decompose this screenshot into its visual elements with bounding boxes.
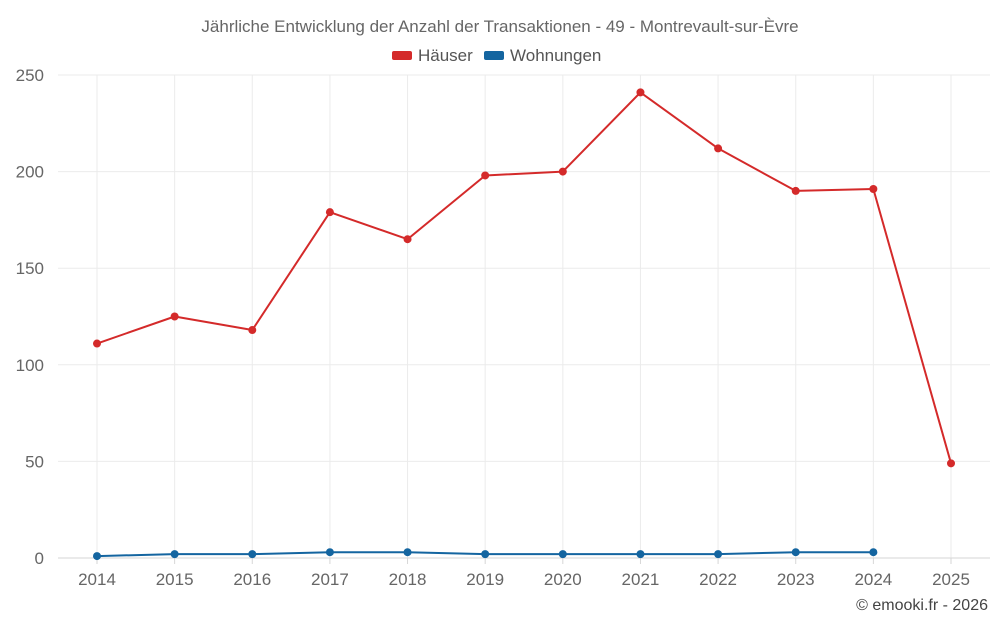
legend-swatch-wohnungen bbox=[484, 51, 504, 60]
data-point-wohnungen[interactable] bbox=[403, 548, 412, 557]
legend-swatch-haeuser bbox=[392, 51, 412, 60]
x-tick-label: 2020 bbox=[544, 570, 582, 589]
y-tick-label: 0 bbox=[35, 549, 44, 568]
data-point-wohnungen[interactable] bbox=[558, 550, 567, 559]
legend-label-wohnungen: Wohnungen bbox=[510, 46, 601, 65]
x-tick-label: 2019 bbox=[466, 570, 504, 589]
data-point-wohnungen[interactable] bbox=[93, 552, 101, 561]
x-tick-label: 2017 bbox=[311, 570, 349, 589]
data-point-wohnungen[interactable] bbox=[714, 550, 723, 559]
series-layer bbox=[93, 88, 955, 561]
data-point-wohnungen[interactable] bbox=[791, 548, 800, 557]
legend: Häuser Wohnungen bbox=[392, 46, 601, 65]
axes: 0 50 100 150 200 250 2014 2015 2016 2017 2018 2019 2… bbox=[16, 66, 990, 589]
data-point-haeuser[interactable] bbox=[636, 88, 645, 97]
x-tick-label: 2025 bbox=[932, 570, 970, 589]
chart-title: Jährliche Entwicklung der Anzahl der Tra… bbox=[201, 17, 798, 36]
data-point-haeuser[interactable] bbox=[869, 184, 878, 193]
x-tick-label: 2015 bbox=[156, 570, 194, 589]
series-haeuser bbox=[93, 88, 955, 468]
x-tick-label: 2018 bbox=[389, 570, 427, 589]
y-tick-label: 200 bbox=[16, 163, 44, 182]
data-point-haeuser[interactable] bbox=[481, 171, 490, 180]
series-line-haeuser bbox=[96, 91, 952, 464]
data-point-wohnungen[interactable] bbox=[325, 548, 334, 557]
x-tick-label: 2024 bbox=[854, 570, 892, 589]
data-point-haeuser[interactable] bbox=[791, 186, 800, 195]
y-tick-label: 250 bbox=[16, 66, 44, 85]
data-point-haeuser[interactable] bbox=[248, 326, 257, 335]
data-point-haeuser[interactable] bbox=[170, 312, 179, 321]
data-point-wohnungen[interactable] bbox=[481, 550, 490, 559]
x-tick-label: 2021 bbox=[622, 570, 660, 589]
data-point-wohnungen[interactable] bbox=[869, 548, 878, 557]
grid bbox=[58, 74, 990, 558]
data-point-haeuser[interactable] bbox=[714, 144, 723, 153]
data-point-haeuser[interactable] bbox=[558, 167, 567, 176]
data-point-haeuser[interactable] bbox=[93, 339, 101, 348]
x-tick-label: 2016 bbox=[233, 570, 271, 589]
x-tick-label: 2022 bbox=[699, 570, 737, 589]
data-point-haeuser[interactable] bbox=[403, 235, 412, 244]
data-point-wohnungen[interactable] bbox=[248, 550, 257, 559]
data-point-wohnungen[interactable] bbox=[170, 550, 179, 559]
y-tick-label: 100 bbox=[16, 356, 44, 375]
legend-label-haeuser: Häuser bbox=[418, 46, 473, 65]
data-point-haeuser[interactable] bbox=[325, 208, 334, 217]
credit-text: © emooki.fr - 2026 bbox=[856, 597, 988, 614]
legend-item-haeuser[interactable]: Häuser bbox=[392, 46, 473, 65]
legend-item-wohnungen[interactable]: Wohnungen bbox=[484, 46, 601, 65]
series-wohnungen bbox=[93, 548, 878, 561]
x-tick-label: 2014 bbox=[78, 570, 116, 589]
x-tick-label: 2023 bbox=[777, 570, 815, 589]
y-tick-label: 50 bbox=[25, 452, 44, 471]
data-point-wohnungen[interactable] bbox=[636, 550, 645, 559]
data-point-haeuser[interactable] bbox=[947, 459, 955, 468]
y-tick-label: 150 bbox=[16, 259, 44, 278]
